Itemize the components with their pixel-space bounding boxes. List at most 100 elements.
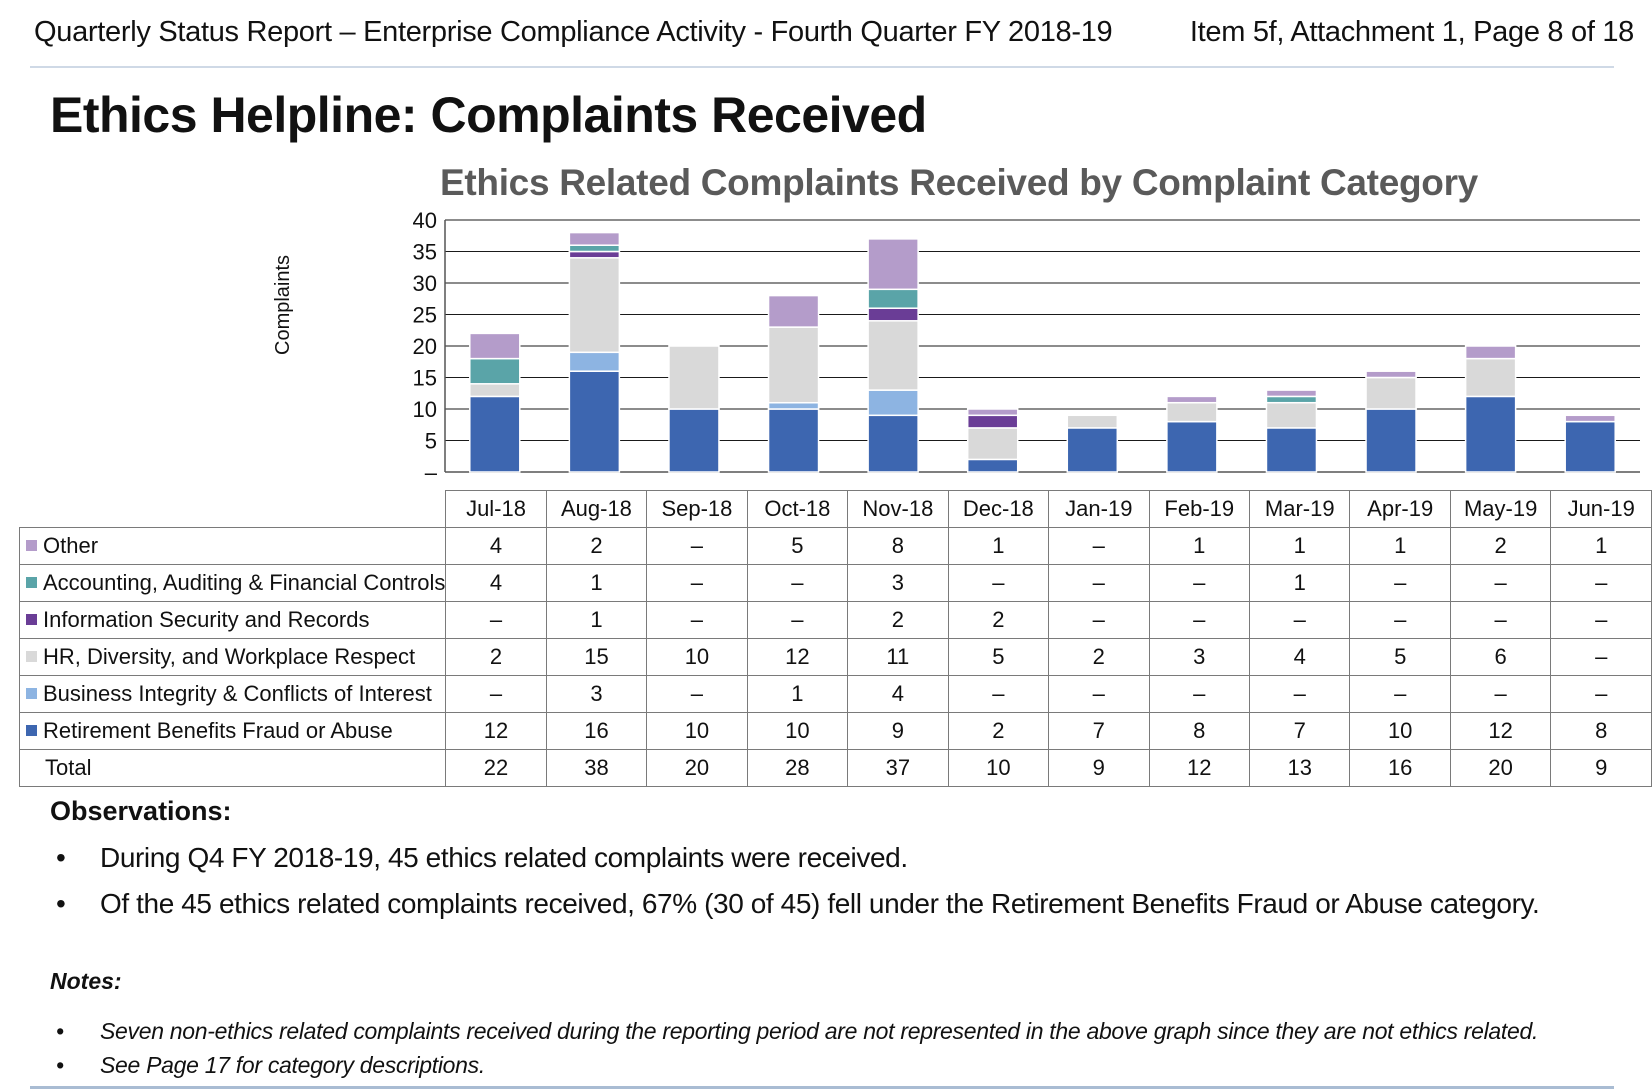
note-text: See Page 17 for category descriptions. [100,1052,485,1078]
value-cell: 5 [746,527,849,565]
value-cell: – [947,564,1050,602]
value-cell: – [1349,564,1451,602]
y-tick-label: 15 [413,366,437,391]
data-table: Jul-18 Aug-18 Sep-18 Oct-18 Nov-18 Dec-18 Jan-… [18,490,1652,787]
bar-segment-aug-18-1 [568,244,621,253]
bar-segment-oct-18-0 [767,294,820,328]
bar-segment-may-19-3 [1464,357,1517,398]
observation-item: • Of the 45 ethics related complaints rec… [56,888,1540,920]
bar-segment-feb-19-5 [1166,420,1218,473]
legend-swatch [26,539,37,551]
legend-label: HR, Diversity, and Workplace Respect [43,644,416,669]
value-cell: – [1449,564,1552,602]
value-cell: – [646,601,748,639]
bar-segment-aug-18-5 [568,370,621,473]
bar-segment-jul-18-3 [469,383,521,398]
total-cell: 9 [1550,749,1652,787]
bar-segment-oct-18-3 [767,326,820,404]
bar-segment-jan-19-3 [1066,414,1119,429]
bar-segment-nov-18-3 [867,320,919,391]
bar-segment-apr-19-0 [1365,370,1417,379]
total-cell: 38 [545,749,648,787]
value-cell: 7 [1248,712,1351,750]
observation-text: Of the 45 ethics related complaints rece… [100,888,1540,919]
legend-entry: Retirement Benefits Fraud or Abuse [18,712,447,750]
bar-segment-apr-19-5 [1365,408,1417,473]
table-row: Business Integrity & Conflicts of Intere… [18,675,1652,713]
value-cell: – [1550,601,1652,639]
value-cell: 3 [847,564,949,602]
total-cell: 37 [847,749,949,787]
value-cell: – [1048,564,1150,602]
value-cell: 1 [545,564,648,602]
value-cell: – [445,675,547,713]
table-row: Retirement Benefits Fraud or Abuse 12 16 10… [18,712,1652,750]
bullet: • [56,842,66,873]
value-cell: – [1148,601,1251,639]
value-cell: – [445,601,547,639]
bullet: • [56,888,66,919]
y-tick-label: 30 [413,271,437,296]
value-cell: – [1550,638,1652,676]
legend-label: Business Integrity & Conflicts of Intere… [43,681,432,706]
value-cell: – [746,601,849,639]
value-cell: 5 [1349,638,1451,676]
value-cell: 4 [847,675,949,713]
bar-segment-oct-18-5 [767,408,820,473]
value-cell: 12 [1449,712,1552,750]
total-label: Total [18,749,447,787]
legend-label: Accounting, Auditing & Financial Control… [43,570,446,595]
total-row: Total 22 38 20 28 37 10 9 12 13 16 20 9 [18,749,1652,787]
bar-segment-jul-18-5 [469,395,521,473]
y-tick-label: 10 [413,397,437,422]
value-cell: 15 [545,638,648,676]
bar-segment-mar-19-1 [1265,395,1318,404]
month-header: Oct-18 [746,490,849,528]
observations-title: Observations: [50,796,232,826]
value-cell: – [1550,564,1652,602]
value-cell: 2 [947,601,1050,639]
stacked-bar-chart: – 5 10 15 20 25 30 35 40 [413,208,1640,485]
month-header: Jan-19 [1048,490,1150,528]
value-cell: 7 [1048,712,1150,750]
value-cell: – [1048,675,1150,713]
value-cell: – [1148,564,1251,602]
total-cell: 9 [1048,749,1150,787]
note-text: Seven non-ethics related complaints rece… [100,1018,1539,1044]
value-cell: 1 [1550,527,1652,565]
value-cell: – [1550,675,1652,713]
month-header: Jun-19 [1550,490,1652,528]
value-cell: – [947,675,1050,713]
observation-item: • During Q4 FY 2018-19, 45 ethics related… [56,842,908,874]
value-cell: – [1248,675,1351,713]
y-tick-label: 40 [413,208,437,233]
bar-segment-dec-18-2 [966,414,1019,429]
report-header-title: Quarterly Status Report – Enterprise Com… [34,16,1113,48]
bar-segment-jun-19-5 [1564,420,1616,473]
y-tick-label: 20 [413,334,437,359]
page-reference: Item 5f, Attachment 1, Page 8 of 18 [1189,16,1634,48]
bar-segment-nov-18-0 [867,238,919,291]
value-cell: 2 [847,601,949,639]
value-cell: 11 [847,638,949,676]
legend-swatch [26,650,37,662]
table-corner [19,490,446,528]
value-cell: 1 [1349,527,1451,565]
bar-segment-may-19-0 [1464,345,1517,360]
legend-entry: HR, Diversity, and Workplace Respect [18,638,447,676]
legend-entry: Information Security and Records [18,601,447,639]
bar-segment-dec-18-3 [966,427,1019,461]
value-cell: – [1349,601,1451,639]
legend-entry: Accounting, Auditing & Financial Control… [18,564,447,602]
value-cell: 5 [947,638,1050,676]
month-header: Aug-18 [545,490,648,528]
bar-segment-apr-19-3 [1365,376,1417,410]
value-cell: – [646,564,748,602]
note-item: • See Page 17 for category descriptions. [56,1052,485,1079]
observation-text: During Q4 FY 2018-19, 45 ethics related … [100,842,908,873]
value-cell: – [646,527,748,565]
total-cell: 16 [1349,749,1451,787]
value-cell: – [646,675,748,713]
month-header: Nov-18 [847,490,949,528]
value-cell: 1 [1248,527,1351,565]
